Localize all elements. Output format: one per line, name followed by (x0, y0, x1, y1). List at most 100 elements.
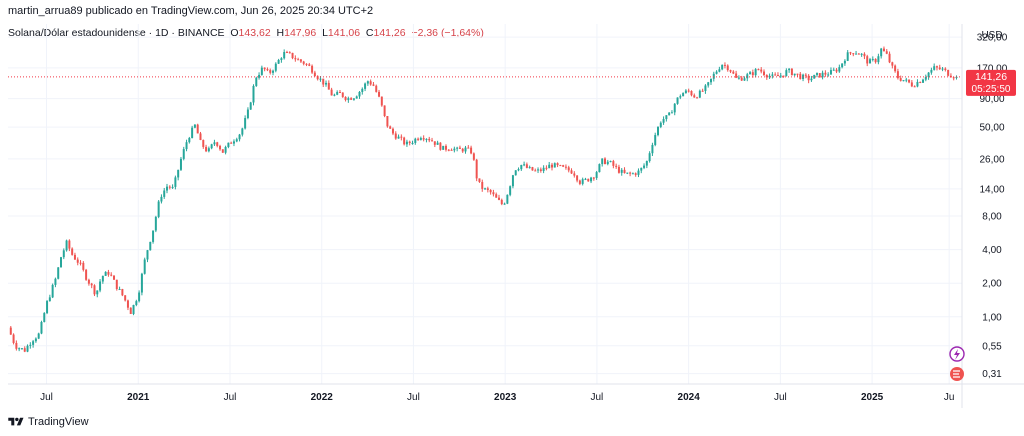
candle-body (146, 250, 149, 260)
candle-body (138, 292, 141, 302)
candle-body (113, 275, 116, 280)
y-tick-label: 50,00 (979, 123, 1004, 134)
candle-body (263, 67, 266, 70)
price-chart[interactable]: 320,00 170,00 90,00 50,00 26,00 14,00 8,00 4,00… (0, 22, 1024, 414)
candle-body (330, 89, 333, 96)
candle-body (71, 248, 74, 255)
candle-body (274, 63, 277, 71)
candle-body (366, 81, 369, 84)
candle-body (562, 165, 565, 167)
candle-body (590, 177, 593, 182)
low-label: L (322, 27, 328, 39)
candle-body (643, 165, 646, 168)
candle-body (880, 48, 883, 57)
candle-body (721, 64, 724, 70)
candle-body (405, 141, 408, 145)
candle-body (394, 133, 397, 139)
candle-body (765, 74, 768, 78)
candle-body (157, 201, 160, 217)
candle-body (174, 177, 177, 187)
candle-body (740, 77, 743, 81)
price-axis[interactable]: 320,00 170,00 90,00 50,00 26,00 14,00 8,00 4,00… (977, 33, 1008, 380)
candle-body (408, 141, 411, 143)
symbol-name[interactable]: Solana/Dólar estadounidense · 1D · BINAN… (8, 27, 225, 39)
candle-body (391, 128, 394, 134)
candle-body (101, 275, 104, 282)
y-tick-label: 2,00 (982, 279, 1002, 290)
candle-body (121, 289, 124, 296)
candle-body (492, 192, 495, 195)
candle-body (821, 72, 824, 78)
candle-body (154, 216, 157, 231)
candle-body (249, 102, 252, 110)
candle-body (707, 82, 710, 86)
candle-body (531, 167, 534, 171)
candle-body (60, 257, 63, 268)
candle-body (779, 75, 782, 77)
candle-body (258, 74, 261, 78)
flash-icon[interactable] (949, 346, 965, 362)
candle-body (199, 133, 202, 141)
candle-body (18, 348, 21, 350)
candle-body (389, 126, 392, 129)
candle-body (238, 134, 241, 140)
candle-body (785, 70, 788, 77)
candle-body (380, 96, 383, 106)
x-tick-label: 2023 (494, 392, 517, 403)
candle-body (843, 60, 846, 64)
candle-body (149, 241, 152, 251)
candle-body (620, 169, 623, 173)
candle-body (57, 267, 60, 279)
candle-body (930, 69, 933, 73)
high-label: H (276, 27, 285, 39)
x-tick-label: Jul (224, 392, 237, 403)
candle-body (255, 77, 258, 86)
candle-body (308, 64, 311, 66)
candle-body (673, 103, 676, 113)
candle-body (202, 140, 205, 147)
y-tick-label: 0,55 (982, 341, 1002, 352)
candle-body (397, 136, 400, 139)
earnings-icon[interactable] (950, 367, 964, 381)
close-label: C (365, 27, 374, 39)
candle-body (431, 140, 434, 142)
candle-body (185, 142, 188, 150)
candle-body (687, 90, 690, 92)
candle-body (938, 67, 941, 70)
brand-footer[interactable]: TradingView (8, 416, 89, 428)
candle-body (358, 91, 361, 97)
candle-body (341, 92, 344, 97)
candle-body (676, 97, 679, 104)
candle-body (832, 69, 835, 71)
candle-body (280, 58, 283, 60)
y-tick-label: 1,00 (982, 312, 1002, 323)
candle-body (478, 178, 481, 182)
currency-label[interactable]: USD (981, 30, 1002, 41)
candle-body (32, 341, 35, 345)
candle-body (34, 338, 37, 342)
candle-body (129, 307, 132, 314)
candle-body (269, 70, 272, 73)
candle-body (489, 189, 492, 193)
candle-body (729, 70, 732, 72)
candle-body (578, 180, 581, 184)
candle-body (62, 250, 65, 258)
candle-body (23, 348, 26, 352)
candle-body (581, 179, 584, 184)
candle-body (481, 181, 484, 189)
candle-body (896, 71, 899, 79)
candle-body (866, 56, 869, 64)
candle-body (79, 262, 82, 264)
candle-body (637, 170, 640, 175)
candle-body (913, 86, 916, 88)
candle-body (746, 74, 749, 79)
candle-body (188, 137, 191, 143)
price-tag: 141,26 05:25:50 (966, 69, 1016, 96)
chart-svg[interactable]: 320,00 170,00 90,00 50,00 26,00 14,00 8,00 4,00… (0, 22, 1024, 414)
candle-body (495, 194, 498, 198)
candle-body (319, 78, 322, 80)
candle-body (849, 52, 852, 54)
candle-body (166, 186, 169, 191)
time-axis[interactable]: Jul 2021 Jul 2022 Jul 2023 Jul 2024 Jul 2025 Ju (40, 392, 954, 403)
candle-body (852, 53, 855, 55)
